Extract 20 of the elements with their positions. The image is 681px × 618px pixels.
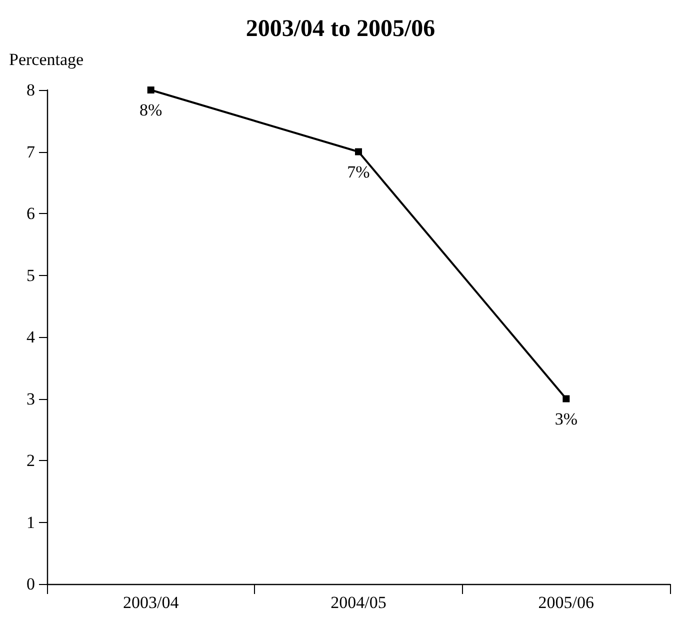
y-tick-label: 0 — [26, 574, 35, 594]
y-axis-title: Percentage — [9, 50, 84, 69]
point — [147, 86, 154, 94]
chart-title: 2003/04 to 2005/06 — [246, 16, 436, 42]
data-label: 7% — [347, 162, 370, 182]
y-tick-label: 6 — [26, 204, 35, 223]
y-tick-label: 1 — [26, 512, 35, 532]
x-tick-label: 2005/06 — [538, 593, 594, 612]
y-tick-label: 2 — [26, 451, 35, 470]
y-tick-label: 7 — [26, 142, 36, 162]
y-tick-label: 4 — [26, 328, 36, 346]
y-tick-label: 8 — [26, 80, 35, 100]
point — [355, 148, 362, 156]
x-tick-label: 2003/04 — [122, 593, 180, 612]
data-label: 8% — [139, 100, 162, 120]
x-tick-label: 2004/05 — [330, 593, 386, 612]
point — [562, 395, 570, 402]
y-tick-label: 5 — [26, 266, 35, 285]
data-label: 3% — [554, 409, 578, 428]
y-tick-label: 3 — [26, 389, 35, 408]
